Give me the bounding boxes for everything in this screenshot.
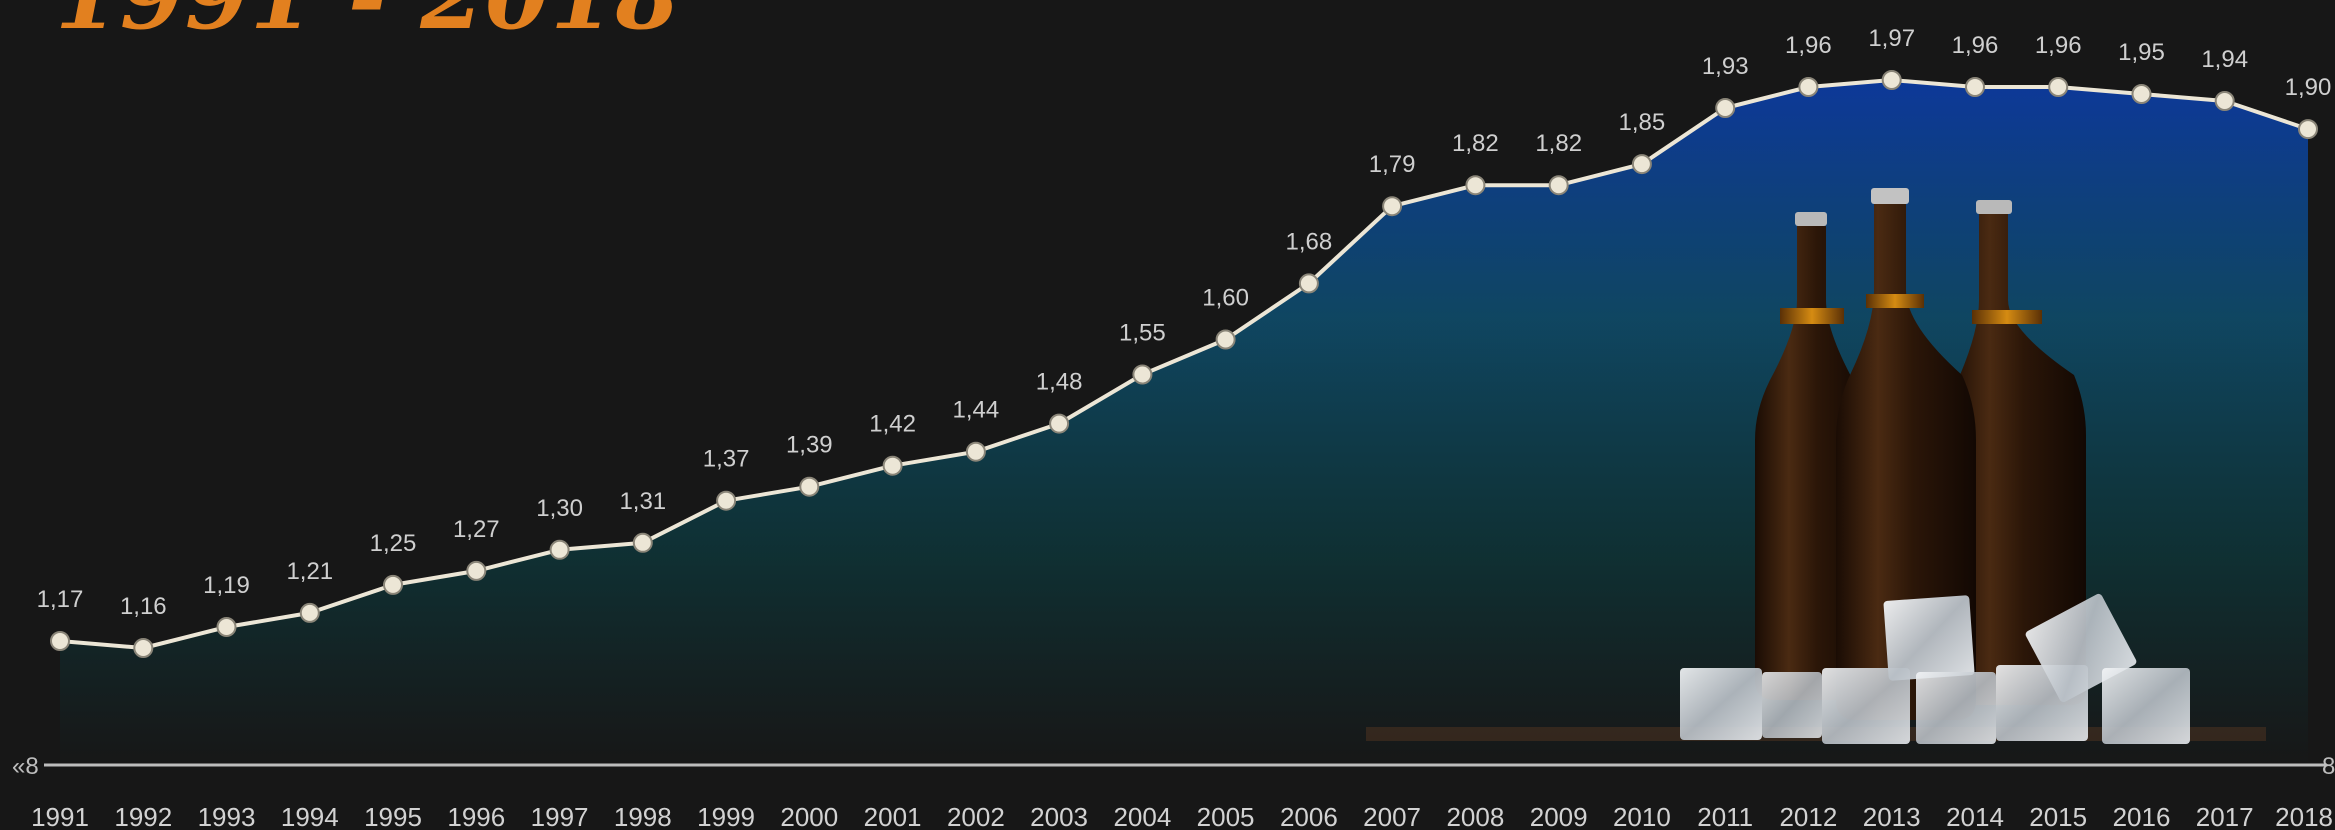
year-label-2012: 2012 — [1779, 802, 1837, 830]
value-label-2012: 1,96 — [1785, 32, 1832, 59]
data-point-1999 — [716, 490, 737, 511]
data-point-2006 — [1298, 273, 1319, 294]
value-label-2000: 1,39 — [786, 432, 833, 459]
year-label-2004: 2004 — [1113, 802, 1171, 830]
data-point-2016 — [2131, 84, 2152, 104]
year-label-2014: 2014 — [1946, 802, 2004, 830]
value-label-2015: 1,96 — [2035, 32, 2082, 59]
value-label-1992: 1,16 — [120, 593, 167, 620]
year-label-2008: 2008 — [1446, 802, 1504, 830]
value-label-2007: 1,79 — [1369, 151, 1416, 178]
value-label-2001: 1,42 — [869, 411, 916, 438]
year-label-1995: 1995 — [364, 802, 422, 830]
value-label-1994: 1,21 — [286, 558, 333, 585]
data-point-2008 — [1465, 175, 1486, 196]
value-label-2004: 1,55 — [1119, 320, 1166, 347]
data-point-2005 — [1215, 329, 1236, 350]
data-point-2000 — [799, 476, 820, 497]
value-label-1999: 1,37 — [703, 446, 750, 473]
year-labels-layer: 1991 1992 1993 1994 1995 1996 1997 1998 1999 2000… — [31, 802, 2333, 830]
data-point-1998 — [632, 532, 653, 553]
value-label-2014: 1,96 — [1952, 32, 1999, 59]
year-label-2017: 2017 — [2196, 802, 2254, 830]
data-point-2017 — [2214, 91, 2235, 111]
value-label-2008: 1,82 — [1452, 130, 1499, 157]
series-line-layer — [59, 78, 2309, 650]
value-label-2005: 1,60 — [1202, 285, 1249, 312]
year-label-1999: 1999 — [697, 802, 755, 830]
year-label-2013: 2013 — [1863, 802, 1921, 830]
data-point-2004 — [1132, 364, 1153, 385]
value-label-2006: 1,68 — [1286, 228, 1333, 255]
value-label-2002: 1,44 — [953, 397, 1000, 424]
year-label-2003: 2003 — [1030, 802, 1088, 830]
year-label-2007: 2007 — [1363, 802, 1421, 830]
year-label-1997: 1997 — [531, 802, 589, 830]
data-point-2003 — [1049, 413, 1070, 434]
chart-title: 1991 - 2018 — [55, 0, 680, 50]
series-markers-layer — [50, 70, 2318, 658]
year-label-2011: 2011 — [1697, 802, 1753, 830]
data-point-2011 — [1715, 98, 1736, 118]
value-label-2017: 1,94 — [2201, 46, 2248, 73]
data-point-2007 — [1382, 196, 1403, 217]
data-point-1993 — [216, 617, 237, 637]
value-label-1997: 1,30 — [536, 495, 583, 522]
year-label-2005: 2005 — [1197, 802, 1255, 830]
area-fill-layer — [60, 80, 2308, 765]
value-label-1996: 1,27 — [453, 516, 500, 543]
year-label-1993: 1993 — [198, 802, 256, 830]
data-point-2001 — [882, 455, 903, 476]
data-point-2014 — [1965, 77, 1985, 97]
value-label-2003: 1,48 — [1036, 369, 1083, 396]
year-label-2006: 2006 — [1280, 802, 1338, 830]
data-point-1997 — [549, 539, 570, 560]
value-label-1998: 1,31 — [619, 488, 666, 515]
data-point-1994 — [299, 602, 320, 623]
value-labels-layer: 1,17 1,16 1,19 1,21 1,25 1,27 1,30 1,31 1,37 1,39… — [37, 25, 2332, 620]
year-label-2002: 2002 — [947, 802, 1005, 830]
value-label-2018: 1,90 — [2285, 74, 2332, 101]
series-line — [59, 78, 2309, 650]
data-point-2009 — [1548, 175, 1569, 196]
year-label-1991: 1991 — [31, 802, 89, 830]
year-label-2009: 2009 — [1530, 802, 1588, 830]
data-point-1992 — [133, 638, 154, 658]
x-axis-baseline: «8 8 — [12, 753, 2335, 780]
year-label-2018: 2018 — [2275, 802, 2333, 830]
year-label-1996: 1996 — [447, 802, 505, 830]
value-label-1991: 1,17 — [37, 586, 84, 613]
series-area — [60, 80, 2308, 765]
year-label-2001: 2001 — [864, 802, 922, 830]
data-point-2015 — [2048, 77, 2069, 97]
value-label-1995: 1,25 — [370, 530, 417, 557]
data-point-1995 — [383, 574, 403, 595]
data-point-2013 — [1881, 70, 1902, 90]
data-point-2002 — [965, 441, 986, 462]
axis-start-glyph: «8 — [12, 753, 39, 780]
year-label-2016: 2016 — [2113, 802, 2171, 830]
data-point-2010 — [1631, 154, 1652, 175]
year-label-1992: 1992 — [114, 802, 172, 830]
year-label-1998: 1998 — [614, 802, 672, 830]
beer-bottles-image — [1366, 188, 2266, 744]
data-point-2018 — [2298, 119, 2318, 140]
data-point-1991 — [50, 631, 70, 651]
year-label-2000: 2000 — [780, 802, 838, 830]
value-label-2011: 1,93 — [1702, 53, 1749, 80]
data-point-1996 — [466, 560, 487, 581]
value-label-2009: 1,82 — [1535, 130, 1582, 157]
value-label-1993: 1,19 — [203, 572, 250, 599]
value-label-2016: 1,95 — [2118, 39, 2165, 66]
year-label-2010: 2010 — [1613, 802, 1671, 830]
data-point-2012 — [1798, 77, 1819, 97]
value-label-2010: 1,85 — [1619, 109, 1666, 136]
year-label-1994: 1994 — [281, 802, 339, 830]
axis-end-glyph: 8 — [2322, 753, 2335, 780]
value-label-2013: 1,97 — [1868, 25, 1915, 52]
year-label-2015: 2015 — [2029, 802, 2087, 830]
